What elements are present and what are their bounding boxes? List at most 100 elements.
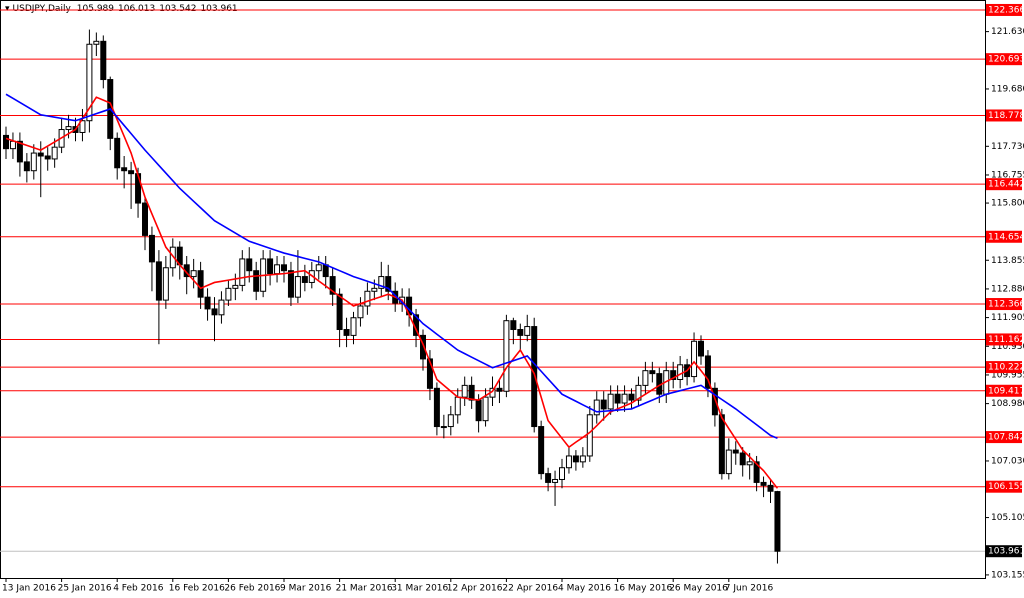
x-tick-label: 16 Feb 2016 bbox=[169, 584, 225, 594]
candle-body bbox=[461, 384, 468, 398]
candle bbox=[58, 117, 65, 154]
candle-body bbox=[9, 140, 16, 150]
candle-body bbox=[565, 455, 572, 469]
candle-body bbox=[37, 152, 44, 157]
moving-average bbox=[5, 96, 779, 489]
candle-body bbox=[364, 290, 371, 307]
candle-body bbox=[30, 152, 37, 172]
candle bbox=[767, 479, 774, 504]
candle bbox=[517, 323, 524, 351]
candle-body bbox=[732, 449, 739, 454]
x-tick-label: 4 May 2016 bbox=[558, 584, 611, 594]
candle-body bbox=[698, 340, 704, 357]
candle-body bbox=[246, 258, 253, 272]
candle-body bbox=[433, 387, 440, 428]
candle-body bbox=[711, 387, 718, 416]
candle bbox=[322, 255, 329, 289]
candle-body bbox=[593, 399, 600, 416]
candle bbox=[211, 297, 218, 342]
level-label: 120.693 bbox=[988, 55, 1024, 65]
y-tick-label: 110.930 bbox=[991, 342, 1024, 352]
candle-body bbox=[267, 258, 274, 275]
candle-body bbox=[121, 167, 128, 172]
candle-body bbox=[586, 414, 593, 457]
candle bbox=[343, 317, 350, 348]
candle-body bbox=[531, 326, 538, 428]
candle bbox=[559, 458, 565, 489]
candle bbox=[565, 447, 572, 474]
y-tick-label: 107.030 bbox=[991, 456, 1024, 466]
candle bbox=[433, 382, 440, 436]
candle bbox=[107, 76, 114, 151]
candle-body bbox=[315, 264, 322, 272]
candle bbox=[642, 361, 649, 395]
candle-body bbox=[322, 264, 329, 278]
candle-body bbox=[86, 43, 93, 122]
candle bbox=[336, 288, 343, 348]
level-label-box bbox=[986, 109, 1022, 122]
candle bbox=[218, 291, 225, 324]
y-tick-label: 109.955 bbox=[991, 370, 1024, 380]
candle bbox=[454, 388, 461, 424]
candle bbox=[677, 355, 684, 389]
candle-body bbox=[357, 305, 364, 319]
candle-body bbox=[649, 370, 656, 375]
y-tick-label: 116.755 bbox=[991, 170, 1024, 180]
candle-body bbox=[301, 276, 308, 283]
candle bbox=[774, 490, 781, 564]
candle-body bbox=[253, 270, 260, 292]
candle bbox=[274, 255, 281, 283]
candle bbox=[3, 126, 9, 159]
moving-average bbox=[5, 93, 778, 440]
candle bbox=[142, 197, 148, 251]
candle bbox=[128, 161, 135, 209]
candle-body bbox=[545, 473, 552, 483]
candle-body bbox=[454, 396, 461, 416]
x-tick-label: 12 Apr 2016 bbox=[447, 584, 503, 594]
candle bbox=[760, 476, 767, 498]
candle-body bbox=[642, 370, 649, 386]
candle bbox=[482, 388, 489, 427]
x-tick-label: 13 Jan 2016 bbox=[2, 584, 56, 594]
candle-body bbox=[524, 326, 531, 336]
candle-body bbox=[767, 484, 774, 492]
candle-body bbox=[510, 320, 517, 331]
x-tick-label: 25 Jan 2016 bbox=[58, 584, 112, 594]
candle-body bbox=[725, 449, 732, 475]
level-label: 122.366 bbox=[988, 5, 1024, 15]
candle bbox=[364, 282, 371, 315]
candle-body bbox=[329, 276, 336, 295]
candle-body bbox=[114, 137, 121, 169]
candle-body bbox=[79, 120, 86, 133]
candle bbox=[148, 226, 155, 292]
candle bbox=[593, 391, 600, 424]
chart-title: USDJPY,Daily bbox=[13, 4, 72, 14]
x-tick-label: 9 Mar 2016 bbox=[280, 584, 332, 594]
candle-body bbox=[517, 329, 524, 336]
candle-body bbox=[232, 284, 239, 289]
candle bbox=[9, 132, 16, 159]
candle bbox=[287, 261, 294, 306]
level-label: 116.442 bbox=[988, 180, 1024, 190]
y-tick-label: 103.155 bbox=[991, 570, 1024, 580]
candle bbox=[232, 273, 239, 301]
candle bbox=[281, 255, 287, 283]
candle-body bbox=[211, 308, 218, 316]
candle bbox=[739, 447, 746, 477]
candle bbox=[524, 314, 531, 342]
candle bbox=[357, 297, 364, 327]
candle-body bbox=[294, 276, 301, 298]
candle bbox=[711, 382, 718, 427]
x-tick-label: 26 May 2016 bbox=[669, 584, 728, 594]
x-tick-label: 21 Mar 2016 bbox=[336, 584, 393, 594]
candle bbox=[510, 317, 517, 345]
candle bbox=[267, 250, 274, 286]
candle-body bbox=[503, 320, 510, 392]
candle bbox=[503, 314, 510, 398]
candle bbox=[698, 335, 704, 365]
candle-body bbox=[336, 293, 343, 331]
y-tick-label: 119.680 bbox=[991, 84, 1024, 94]
level-label: 118.778 bbox=[988, 111, 1024, 121]
y-tick-label: 121.630 bbox=[991, 27, 1024, 37]
plot-frame bbox=[0, 0, 986, 579]
